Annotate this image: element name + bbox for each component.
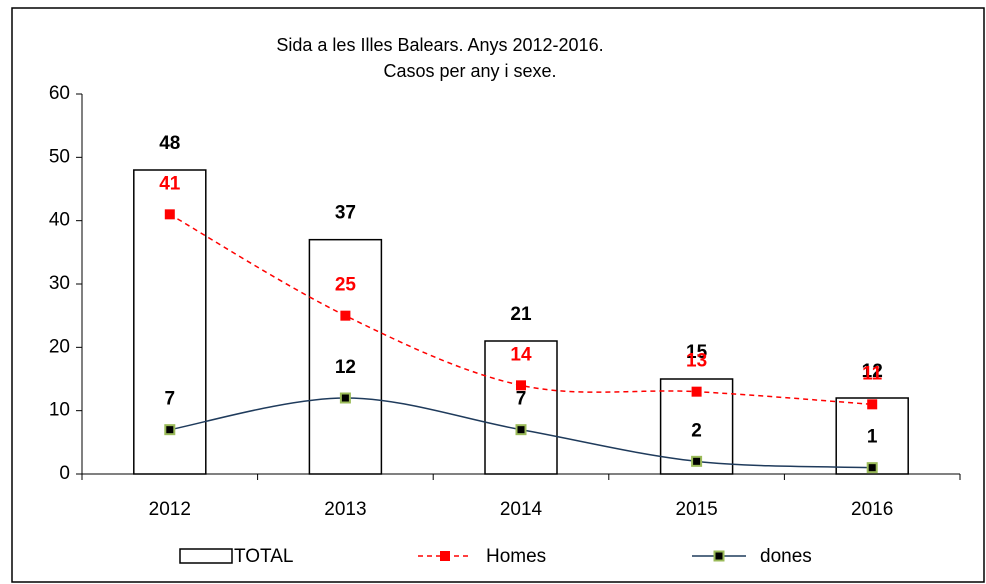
marker xyxy=(866,462,878,474)
marker xyxy=(340,310,351,321)
x-tick-label: 2016 xyxy=(851,499,893,520)
line xyxy=(169,213,873,406)
data-label: 21 xyxy=(510,304,532,325)
marker xyxy=(515,424,527,436)
data-label: 15 xyxy=(686,342,708,363)
marker xyxy=(339,392,351,404)
marker xyxy=(691,386,702,397)
chart-subtitle: Casos per any i sexe. xyxy=(383,61,556,81)
data-label: 41 xyxy=(159,173,181,194)
y-tick-label: 20 xyxy=(49,336,70,357)
legend-swatch xyxy=(179,548,233,564)
y-tick-label: 50 xyxy=(49,146,70,167)
bar xyxy=(133,169,207,475)
y-tick-label: 30 xyxy=(49,273,70,294)
marker xyxy=(516,380,526,391)
marker xyxy=(164,424,176,436)
marker xyxy=(691,455,703,467)
data-label: 48 xyxy=(159,133,180,154)
x-tick-label: 2014 xyxy=(500,499,543,520)
data-label: 7 xyxy=(516,389,527,410)
legend-label: dones xyxy=(760,546,812,567)
x-tick-label: 2013 xyxy=(324,499,366,520)
data-label: 11 xyxy=(862,363,883,384)
x-tick-label: 2012 xyxy=(149,499,191,520)
data-label: 2 xyxy=(691,420,702,441)
legend-marker xyxy=(440,551,450,561)
legend-marker xyxy=(713,550,725,562)
chart-title: Sida a les Illes Balears. Anys 2012-2016… xyxy=(276,35,603,55)
y-tick-label: 10 xyxy=(49,400,70,421)
bar xyxy=(835,397,909,475)
legend-label: TOTAL xyxy=(234,546,293,567)
y-tick-label: 40 xyxy=(49,210,70,231)
data-label: 12 xyxy=(862,361,883,382)
data-label: 25 xyxy=(335,275,357,296)
data-label: 7 xyxy=(165,389,176,410)
marker xyxy=(164,209,175,220)
y-tick-label: 0 xyxy=(59,463,70,484)
data-label: 1 xyxy=(867,427,878,448)
legend-label: Homes xyxy=(486,546,546,567)
bar xyxy=(484,340,558,475)
data-label: 13 xyxy=(686,351,707,372)
bar xyxy=(308,238,383,475)
x-tick-label: 2015 xyxy=(675,499,717,520)
marker xyxy=(867,399,878,410)
data-label: 12 xyxy=(335,357,356,378)
data-label: 37 xyxy=(335,203,356,224)
y-tick-label: 60 xyxy=(49,83,70,104)
data-label: 14 xyxy=(510,344,532,365)
